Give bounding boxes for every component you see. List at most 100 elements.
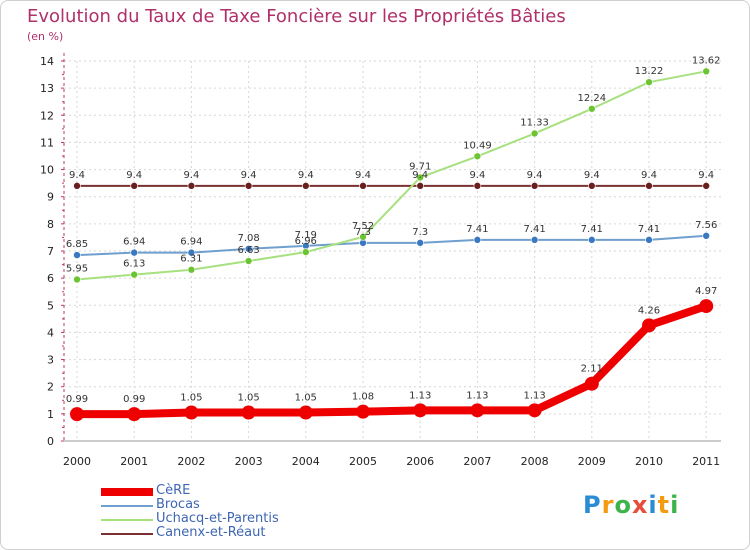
x-tick-label: 2010	[635, 455, 663, 468]
x-tick-label: 2003	[235, 455, 263, 468]
data-label: 1.13	[466, 390, 488, 401]
x-tick-label: 2004	[292, 455, 320, 468]
data-point	[645, 236, 653, 244]
data-label: 1.05	[237, 393, 259, 404]
data-label: 0.99	[66, 394, 88, 405]
data-point	[184, 405, 199, 420]
y-tick-label: 13	[40, 82, 54, 95]
y-tick-label: 5	[47, 299, 54, 312]
data-point	[359, 182, 367, 190]
data-label: 13.62	[692, 55, 721, 66]
data-point	[73, 251, 81, 259]
data-label: 6.96	[295, 236, 317, 247]
data-label: 9.4	[241, 170, 257, 181]
data-label: 7.41	[581, 224, 603, 235]
data-point	[187, 265, 196, 274]
x-tick-label: 2008	[521, 455, 549, 468]
logo-letter: t	[657, 491, 671, 519]
y-tick-label: 1	[47, 408, 54, 421]
data-point	[413, 403, 428, 418]
data-point	[584, 376, 599, 391]
legend-label: Brocas	[156, 497, 200, 512]
data-point	[416, 173, 425, 182]
y-tick-label: 4	[47, 326, 54, 339]
data-label: 7.41	[466, 224, 488, 235]
data-label: 9.4	[698, 170, 714, 181]
logo-letter: o	[614, 491, 632, 519]
data-label: 7.52	[352, 221, 374, 232]
legend-swatch	[101, 488, 153, 496]
data-point	[530, 129, 539, 138]
x-tick-label: 2002	[177, 455, 205, 468]
logo-letter: r	[601, 491, 615, 519]
legend-label: Canenx-et-Réaut	[156, 525, 266, 540]
data-label: 6.94	[123, 237, 145, 248]
data-label: 4.97	[695, 286, 717, 297]
y-tick-label: 10	[40, 164, 54, 177]
logo-letter: i	[670, 491, 680, 519]
data-point	[645, 182, 653, 190]
x-tick-label: 2006	[406, 455, 434, 468]
data-point	[699, 299, 714, 314]
data-point	[301, 248, 310, 256]
data-point	[587, 236, 596, 244]
data-point	[642, 318, 656, 333]
data-point	[130, 270, 138, 279]
data-label: 9.4	[584, 170, 600, 181]
series-line-1	[76, 234, 708, 257]
data-point	[298, 405, 313, 420]
data-label: 6.13	[123, 259, 145, 270]
data-point	[527, 403, 542, 418]
y-tick-label: 3	[47, 354, 54, 367]
data-label: 1.13	[409, 390, 431, 401]
legend-label: Uchacq-et-Parentis	[156, 511, 279, 526]
y-tick-label: 9	[47, 191, 54, 204]
data-point	[244, 257, 253, 265]
data-label: 6.94	[180, 237, 202, 248]
data-label: 7.41	[523, 224, 545, 235]
data-label: 12.24	[577, 93, 606, 104]
y-tick-label: 2	[47, 381, 54, 394]
chart-subtitle: (en %)	[27, 30, 64, 43]
data-label: 13.22	[635, 66, 664, 77]
data-label: 1.05	[295, 393, 317, 404]
data-point	[473, 236, 482, 244]
data-point	[702, 232, 711, 240]
data-point	[187, 182, 196, 190]
data-label: 9.4	[641, 170, 657, 181]
legend-swatch	[101, 533, 153, 535]
data-point	[587, 182, 596, 190]
data-point	[645, 78, 653, 86]
logo-letter: x	[631, 491, 649, 519]
data-label: 7.56	[695, 220, 717, 231]
series-line-2	[76, 70, 708, 281]
data-point	[73, 275, 81, 284]
data-point	[530, 236, 539, 244]
data-point	[130, 248, 138, 257]
data-label: 11.33	[520, 117, 549, 128]
data-point	[187, 248, 196, 257]
data-point	[244, 182, 253, 190]
x-tick-label: 2007	[463, 455, 491, 468]
data-point	[356, 404, 370, 419]
data-label: 9.4	[69, 170, 85, 181]
data-label: 6.31	[180, 254, 202, 265]
legend-swatch	[101, 505, 153, 507]
data-label: 0.99	[123, 394, 145, 405]
data-label: 7.19	[295, 230, 317, 241]
data-label: 9.4	[412, 170, 428, 181]
data-label: 4.26	[638, 305, 660, 316]
legend-label: CèRE	[156, 483, 191, 498]
x-tick-label: 2001	[120, 455, 148, 468]
data-label: 9.4	[527, 170, 543, 181]
data-point	[416, 182, 425, 190]
data-label: 5.95	[66, 264, 88, 275]
data-point	[530, 182, 539, 190]
data-label: 9.4	[469, 170, 485, 181]
data-point	[301, 182, 310, 190]
data-point	[241, 405, 256, 420]
data-point	[702, 182, 711, 190]
y-tick-label: 0	[47, 435, 54, 448]
x-tick-label: 2009	[578, 455, 606, 468]
data-point	[130, 182, 138, 190]
